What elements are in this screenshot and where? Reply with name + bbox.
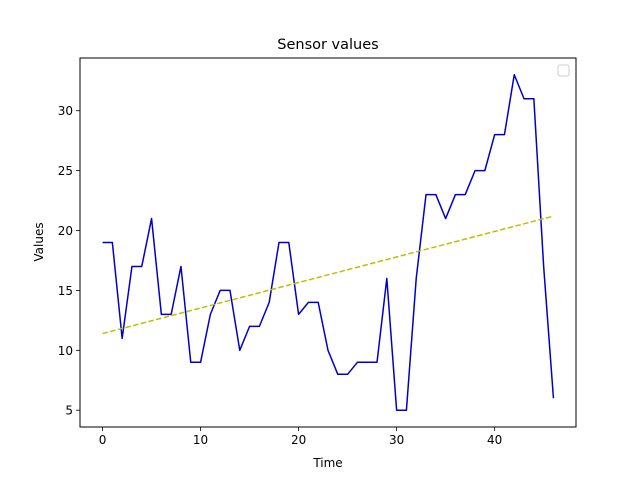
- y-tick-label: 15: [58, 284, 73, 298]
- legend-box: [557, 64, 570, 77]
- y-axis-label: Values: [32, 222, 46, 261]
- series-line-0: [102, 74, 555, 411]
- y-tick-label: 30: [58, 104, 73, 118]
- x-tick-label: 30: [389, 433, 404, 447]
- plot-frame: [79, 57, 577, 428]
- y-axis: 5 10 15 20 25 30: [58, 104, 80, 418]
- x-axis-label: Time: [312, 456, 342, 470]
- y-tick-label: 10: [58, 344, 73, 358]
- trend-line: [102, 215, 554, 335]
- y-tick-label: 25: [58, 164, 73, 178]
- x-tick-label: 10: [193, 433, 208, 447]
- x-axis: 0 10 20 30 40: [99, 427, 502, 447]
- x-tick-label: 20: [291, 433, 306, 447]
- x-tick-label: 40: [487, 433, 502, 447]
- x-tick-label: 0: [99, 433, 107, 447]
- y-tick-label: 5: [65, 404, 73, 418]
- y-tick-label: 20: [58, 224, 73, 238]
- plot-area: [102, 74, 555, 411]
- chart-title: Sensor values: [277, 37, 378, 53]
